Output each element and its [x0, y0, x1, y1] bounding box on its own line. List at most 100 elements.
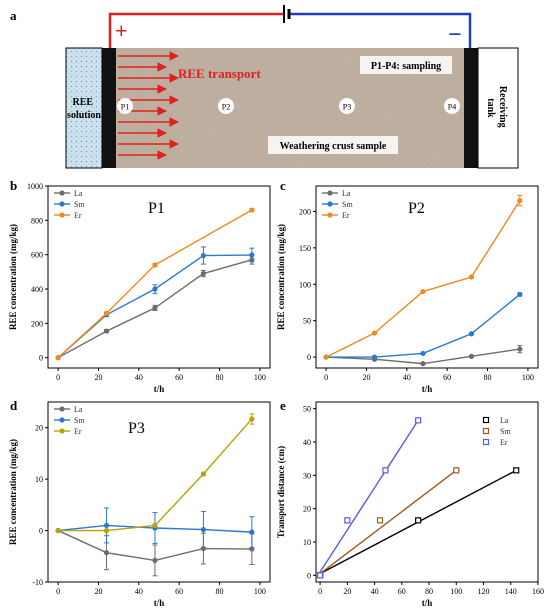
- x-tick-label: 80: [216, 587, 224, 596]
- y-tick-label: 50: [303, 405, 311, 414]
- data-point: [152, 286, 158, 292]
- legend-marker: [327, 212, 333, 218]
- data-point: [468, 331, 474, 337]
- data-point: [420, 361, 426, 367]
- ree-solution-label: REE solution: [67, 97, 101, 121]
- data-point: [371, 354, 378, 360]
- data-point: [249, 207, 255, 213]
- y-tick-label: 10: [303, 538, 311, 547]
- receiving-tank-line1: Receiving: [497, 86, 508, 128]
- data-point: [152, 522, 158, 529]
- x-tick-label: 140: [505, 587, 517, 596]
- fit-line: [319, 419, 419, 573]
- plus-sign: +: [115, 18, 128, 43]
- fit-line: [319, 469, 457, 575]
- data-point: [420, 288, 426, 295]
- legend-label: Sm: [74, 200, 85, 209]
- x-axis-label: t/h: [422, 598, 433, 608]
- legend-marker: [482, 438, 490, 446]
- data-point: [382, 467, 389, 474]
- legend-marker: [59, 417, 65, 423]
- legend-marker: [59, 428, 65, 434]
- x-tick-label: 80: [425, 587, 433, 596]
- y-tick-label: 200: [299, 207, 311, 216]
- sampling-points: P1 P2 P3 P4: [117, 98, 460, 114]
- data-point: [420, 350, 426, 357]
- data-point: [415, 517, 422, 524]
- legend-label: Er: [74, 211, 82, 220]
- x-tick-label: 20: [94, 587, 102, 596]
- plot-frame: [315, 185, 539, 369]
- series-er: [55, 413, 255, 534]
- data-point: [513, 467, 520, 474]
- anode-electrode: [102, 48, 116, 168]
- receiving-tank-label: Receiving tank: [485, 86, 508, 130]
- y-tick-label: 1000: [27, 182, 43, 191]
- data-point: [200, 252, 206, 259]
- legend-label: Sm: [342, 200, 353, 209]
- y-tick-label: 100: [299, 280, 311, 289]
- data-point: [517, 197, 523, 204]
- y-tick-label: 400: [31, 285, 43, 294]
- legend-marker: [59, 201, 65, 207]
- legend: La Sm Er: [54, 189, 85, 220]
- receiving-tank-line2: tank: [485, 98, 496, 118]
- legend-label: Sm: [74, 416, 85, 425]
- x-tick-label: 0: [324, 373, 328, 382]
- x-tick-label: 60: [175, 587, 183, 596]
- data-point: [249, 416, 255, 422]
- series-er: [316, 417, 422, 579]
- y-tick-label: -10: [32, 578, 43, 587]
- sample-label: Weathering crust sample: [280, 141, 387, 152]
- data-point: [152, 262, 158, 268]
- y-tick-label: 0: [307, 571, 311, 580]
- panel-label-d: d: [10, 398, 18, 413]
- series-line: [326, 293, 521, 358]
- ree-transport-label: REE transport: [178, 66, 261, 81]
- negative-wire: [289, 12, 472, 48]
- transport-arrows: [118, 51, 179, 160]
- data-point: [468, 353, 474, 359]
- x-tick-label: 80: [216, 373, 224, 382]
- series-line: [325, 200, 521, 358]
- data-point: [453, 467, 460, 474]
- sampling-label: P1-P4: sampling: [371, 61, 441, 72]
- chart-c: c 0 20 40 60 80 100 0 50 100 150 200 t/h REE concentr…: [276, 178, 539, 394]
- legend-marker: [482, 427, 490, 435]
- y-tick-label: 0: [39, 354, 43, 363]
- ree-solution-line1: REE: [72, 97, 93, 108]
- chart-e: e 0 20 40 60 80 100 120 140 160 0 10 20 30 40 50 t/h Tran…: [276, 398, 544, 608]
- x-axis-label: t/h: [422, 384, 433, 394]
- data-point: [103, 522, 110, 529]
- x-tick-label: 20: [343, 587, 351, 596]
- x-tick-label: 0: [56, 587, 60, 596]
- minus-sign: −: [448, 22, 462, 48]
- x-tick-label: 40: [403, 373, 411, 382]
- data-point: [323, 354, 329, 360]
- ree-solution-line2: solution: [67, 110, 101, 121]
- plot-frame: [47, 401, 271, 583]
- series-er: [55, 207, 255, 361]
- data-point: [517, 291, 523, 298]
- x-tick-label: 20: [94, 373, 102, 382]
- series-line: [57, 209, 253, 359]
- x-axis-label: t/h: [154, 384, 165, 394]
- data-point: [55, 527, 61, 534]
- legend-label: La: [74, 405, 83, 414]
- x-tick-label: 40: [371, 587, 379, 596]
- panel-label-b: b: [10, 178, 17, 193]
- legend-label: Er: [500, 438, 508, 447]
- legend-marker: [59, 190, 65, 196]
- sampling-point-p4: [444, 98, 460, 114]
- panel-label-c: c: [280, 178, 286, 193]
- x-tick-label: 60: [443, 373, 451, 382]
- series-er: [323, 194, 523, 360]
- panel-a-diagram: a + − REE solution Receiving tank REE tr…: [10, 5, 519, 169]
- y-tick-label: 150: [299, 244, 311, 253]
- legend-marker: [59, 212, 65, 218]
- data-point: [103, 310, 110, 316]
- legend-marker: [59, 406, 65, 412]
- positive-wire: [108, 12, 283, 48]
- chart-title: P1: [148, 200, 165, 217]
- y-tick-label: 40: [303, 438, 311, 447]
